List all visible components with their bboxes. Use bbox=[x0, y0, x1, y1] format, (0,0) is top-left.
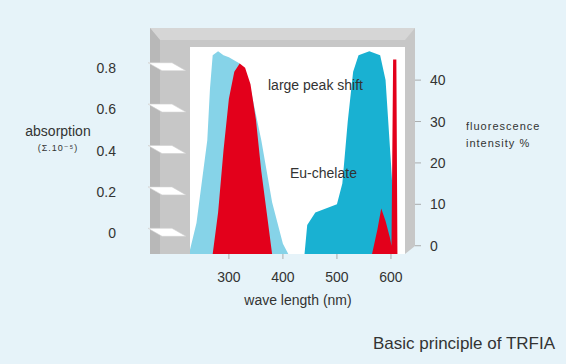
x-tick-label: 500 bbox=[325, 269, 349, 285]
x-tick-label: 300 bbox=[217, 269, 241, 285]
y-tick-slat bbox=[148, 187, 186, 195]
y-tick-slat bbox=[148, 146, 186, 154]
area-series bbox=[372, 59, 397, 254]
x-tick-label: 400 bbox=[271, 269, 295, 285]
chart: 0 0.2 0.4 0.6 0.8 0 10 20 30 40 300 400 500 600 wave l… bbox=[0, 0, 566, 364]
y-tick-label: 0.2 bbox=[97, 184, 117, 200]
y-tick-label: 0.6 bbox=[97, 101, 117, 117]
x-tick bbox=[390, 254, 391, 259]
y2-label-box: fluorescence intensity % bbox=[466, 118, 558, 158]
y-tick-label: 0.8 bbox=[97, 60, 117, 76]
y-tick-slat bbox=[148, 228, 186, 236]
y2-tick-label: 10 bbox=[430, 196, 446, 212]
y-tick-slat bbox=[148, 63, 186, 71]
y2-tick bbox=[415, 162, 421, 163]
plot-area bbox=[190, 47, 405, 254]
y2-axis-label: fluorescence intensity % bbox=[466, 118, 558, 152]
annotation: large peak shift bbox=[268, 77, 363, 93]
y-tick-label: 0.4 bbox=[97, 143, 117, 159]
x-tick bbox=[336, 254, 337, 259]
y2-tick bbox=[415, 121, 421, 122]
y-tick-label: 0 bbox=[108, 225, 116, 241]
y2-tick-label: 30 bbox=[430, 114, 446, 130]
backdrop bbox=[150, 28, 415, 254]
y2-tick-label: 0 bbox=[430, 238, 438, 254]
annotation: Eu-chelate bbox=[290, 165, 357, 181]
x-axis-label: wave length (nm) bbox=[243, 292, 351, 308]
x-tick bbox=[282, 254, 283, 259]
x-tick bbox=[228, 254, 229, 259]
area-series bbox=[213, 64, 272, 254]
backdrop-top bbox=[150, 28, 415, 40]
y2-tick bbox=[415, 80, 421, 81]
y2-tick bbox=[415, 204, 421, 205]
x-tick-label: 600 bbox=[379, 269, 403, 285]
y2-tick-label: 20 bbox=[430, 155, 446, 171]
y2-tick bbox=[415, 245, 421, 246]
y-axis-label: absorption bbox=[25, 123, 90, 139]
y2-tick-label: 40 bbox=[430, 72, 446, 88]
title: Basic principle of TRFIA bbox=[373, 334, 556, 353]
y-tick-slat bbox=[148, 104, 186, 112]
backdrop-side bbox=[150, 28, 160, 254]
series-group bbox=[190, 51, 397, 254]
y-axis-sublabel: (Σ.10⁻⁵) bbox=[38, 143, 79, 153]
